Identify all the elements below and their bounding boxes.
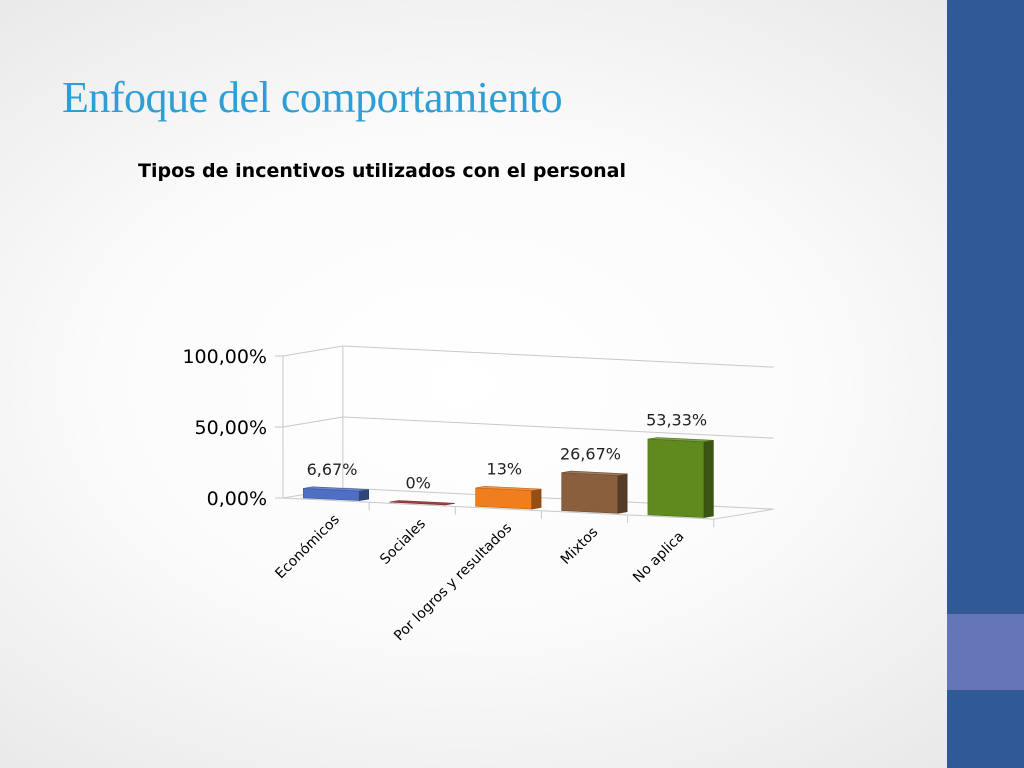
side-bar-top-block — [947, 0, 1024, 614]
data-label: 53,33% — [646, 411, 707, 430]
data-label: 13% — [487, 459, 523, 478]
chart-bars — [302, 437, 714, 518]
bar-side-face — [703, 439, 714, 518]
bar-3 — [475, 485, 542, 510]
y-axis-tick-labels: 0,00% 50,00% 100,00% — [182, 346, 267, 510]
data-label: 0% — [405, 474, 430, 493]
bar-top-face — [647, 437, 714, 443]
data-label: 26,67% — [560, 444, 621, 463]
bar-side-face — [359, 489, 370, 501]
bar-top-face — [303, 486, 369, 492]
bar-top-face — [561, 470, 628, 476]
gridline-side — [282, 345, 343, 357]
chart-title: Tipos de incentivos utilizados con el pe… — [138, 160, 626, 182]
bar-4 — [561, 470, 628, 514]
x-tick-label: Sociales — [377, 516, 429, 568]
side-bar-middle-block — [947, 614, 1024, 690]
floor-right-edge — [713, 508, 774, 520]
y-tick-label: 0,00% — [207, 488, 267, 510]
x-tick-label: No aplica — [630, 529, 687, 586]
bar-zero-face — [389, 500, 455, 506]
bar-side-face — [617, 473, 628, 514]
bar-front-face — [647, 438, 705, 518]
bar-side-face — [531, 488, 542, 510]
data-label: 6,67% — [307, 460, 358, 479]
side-bar-bottom-block — [947, 690, 1024, 768]
gridline-back — [342, 345, 774, 368]
x-tick-label: Económicos — [272, 512, 342, 582]
data-labels: 6,67% 0% 13% 26,67% 53,33% — [307, 411, 708, 493]
floor-front-edge — [282, 497, 714, 520]
gridline-side — [282, 416, 343, 428]
bar-2 — [389, 500, 455, 506]
y-tick-label: 100,00% — [182, 346, 267, 368]
y-tick-label: 50,00% — [195, 417, 267, 439]
x-tick-label: Mixtos — [558, 524, 602, 568]
slide-title: Enfoque del comportamiento — [62, 73, 563, 122]
bar-front-face — [561, 472, 619, 514]
bar-front-face — [475, 487, 533, 510]
bar-1 — [302, 486, 370, 501]
bar-5 — [647, 437, 714, 518]
bar-top-face — [475, 485, 542, 491]
gridline-back — [342, 416, 774, 439]
chart-gridlines — [275, 345, 774, 528]
decorative-side-bar — [947, 0, 1024, 768]
